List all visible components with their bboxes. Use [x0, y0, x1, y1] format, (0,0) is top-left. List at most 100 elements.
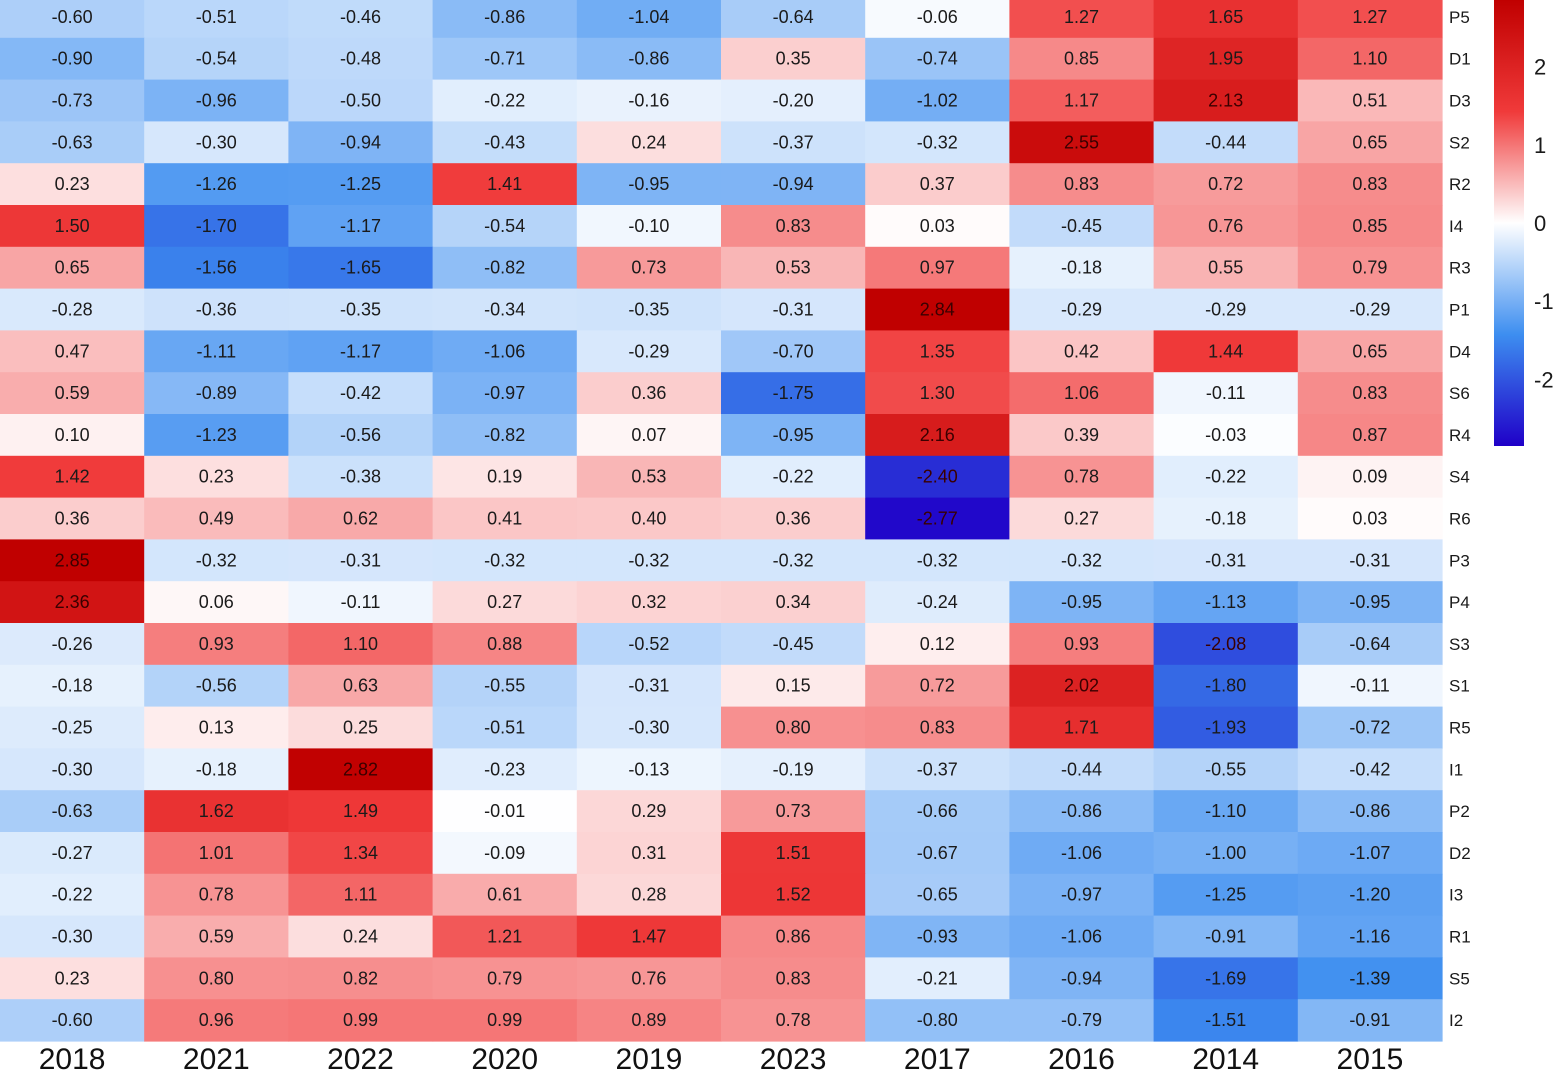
heatmap-cell: [1153, 915, 1299, 958]
heatmap-cell: [865, 623, 1010, 666]
heatmap-cell: [0, 748, 145, 791]
cell-value: -0.38: [340, 467, 381, 487]
heatmap-cell: [865, 0, 1010, 39]
row-label: P1: [1449, 301, 1470, 320]
cell-value: -0.71: [484, 49, 525, 69]
cell-value: -0.32: [628, 550, 669, 570]
heatmap-cell: [1297, 288, 1443, 331]
heatmap-cell: [432, 121, 578, 164]
heatmap-cell: [288, 205, 434, 248]
heatmap-cell: [865, 372, 1010, 415]
cell-value: 1.06: [1064, 383, 1099, 403]
cell-value: 1.30: [920, 383, 955, 403]
heatmap-cell: [1153, 163, 1299, 206]
heatmap-cell: [144, 37, 289, 81]
heatmap-cell: [576, 706, 722, 749]
heatmap-cell: [721, 121, 866, 164]
heatmap-cell: [1009, 957, 1155, 1000]
cell-value: -1.04: [628, 7, 669, 27]
cell-value: -0.06: [917, 7, 958, 27]
heatmap-cell: [0, 37, 145, 81]
heatmap-cell: [865, 37, 1010, 81]
row-label: R4: [1449, 426, 1471, 445]
cell-value: 2.82: [343, 759, 378, 779]
row-label: D1: [1449, 50, 1471, 69]
cell-value: 1.01: [199, 843, 234, 863]
heatmap-cell: [865, 205, 1010, 248]
row-label: I2: [1449, 1011, 1463, 1030]
cell-value: -0.60: [52, 7, 93, 27]
heatmap-cell: [1153, 748, 1299, 791]
cell-value: -0.01: [484, 801, 525, 821]
row-label: R6: [1449, 510, 1471, 529]
cell-value: 0.93: [1064, 634, 1099, 654]
row-label: S5: [1449, 969, 1470, 988]
heatmap-cell: [865, 79, 1010, 122]
cell-value: -0.30: [52, 927, 93, 947]
heatmap-cell: [1153, 455, 1299, 499]
cell-value: -0.73: [52, 91, 93, 111]
cell-value: 0.10: [55, 425, 90, 445]
cell-value: 0.53: [631, 467, 666, 487]
heatmap-cell: [1297, 790, 1443, 833]
heatmap-cell: [1297, 79, 1443, 122]
cell-value: -2.08: [1205, 634, 1246, 654]
heatmap-cell: [144, 0, 289, 39]
heatmap-cell: [1297, 539, 1443, 582]
heatmap-cell: [0, 790, 145, 833]
cell-value: -0.63: [52, 801, 93, 821]
heatmap-cell: [1297, 497, 1443, 540]
cell-value: -0.45: [773, 634, 814, 654]
cell-value: 0.32: [631, 592, 666, 612]
heatmap-cell: [432, 414, 578, 457]
cell-value: 0.78: [1064, 467, 1099, 487]
heatmap-cell: [432, 330, 578, 373]
heatmap-cell: [432, 748, 578, 791]
heatmap-cell: [865, 832, 1010, 875]
row-label: S3: [1449, 635, 1470, 654]
heatmap-cell: [288, 163, 434, 206]
heatmap-cell: [0, 246, 145, 290]
cell-value: -0.63: [52, 132, 93, 152]
heatmap-cell: [721, 497, 866, 540]
heatmap-cell: [865, 246, 1010, 290]
heatmap-cell: [721, 414, 866, 457]
heatmap-cell: [1297, 873, 1443, 917]
cell-value: 0.39: [1064, 425, 1099, 445]
cell-value: 1.49: [343, 801, 378, 821]
cell-value: -0.94: [340, 132, 381, 152]
heatmap-cell: [721, 748, 866, 791]
heatmap-cell: [432, 873, 578, 917]
heatmap-cell: [432, 0, 578, 39]
heatmap-cell: [721, 581, 866, 624]
cell-value: -0.18: [1205, 509, 1246, 529]
heatmap-cell: [1009, 37, 1155, 81]
heatmap-cell: [1297, 205, 1443, 248]
cell-value: -0.37: [773, 132, 814, 152]
heatmap-cell: [432, 957, 578, 1000]
cell-value: 2.13: [1208, 91, 1243, 111]
heatmap-cell: [721, 0, 866, 39]
cell-value: 1.71: [1064, 718, 1099, 738]
row-label: S2: [1449, 133, 1470, 152]
cell-value: -0.42: [340, 383, 381, 403]
heatmap-cell: [1297, 832, 1443, 875]
cell-value: -0.18: [1061, 258, 1102, 278]
colorbar-gradient: [1494, 0, 1524, 446]
heatmap-cell: [144, 330, 289, 373]
row-labels: P5 D1 D3 S2 R2 I4 R3 P1 D4 S6 R4 S4 R6 P3 P4 S3 S1 R5 I1 P2…: [1449, 8, 1471, 1030]
cell-value: -0.28: [52, 300, 93, 320]
heatmap-cell: [1153, 581, 1299, 624]
cell-value: -0.31: [773, 300, 814, 320]
heatmap-cell: [865, 706, 1010, 749]
cell-value: 2.55: [1064, 132, 1099, 152]
heatmap-cell: [865, 288, 1010, 331]
cell-value: -0.22: [1205, 467, 1246, 487]
cell-value: 0.03: [1352, 509, 1387, 529]
cell-value: -1.39: [1349, 968, 1390, 988]
cell-value: -0.27: [52, 843, 93, 863]
heatmap-cell: [432, 246, 578, 290]
heatmap-cell: [1009, 0, 1155, 39]
cell-value: -0.23: [484, 759, 525, 779]
cell-value: 1.35: [920, 341, 955, 361]
